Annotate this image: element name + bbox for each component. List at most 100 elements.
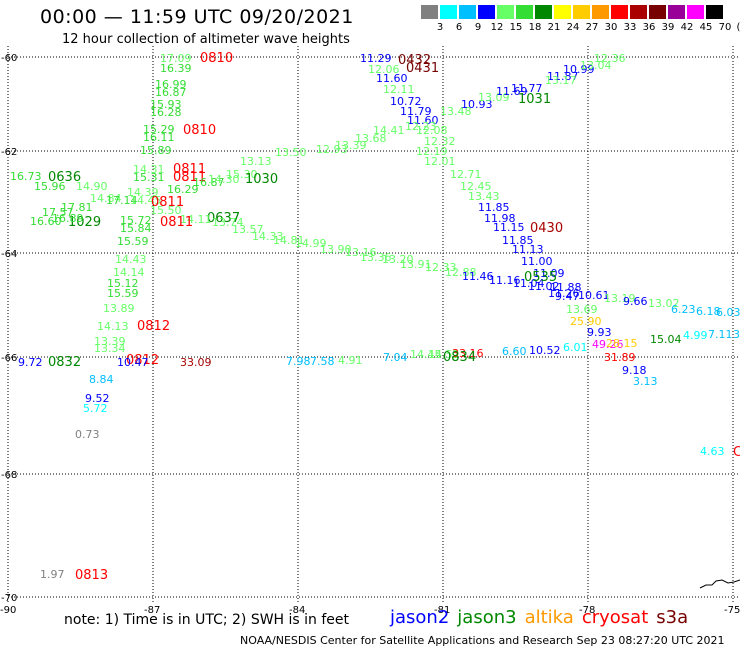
- swh-observation: 7.04: [383, 351, 408, 364]
- color-swatch: [535, 5, 552, 19]
- swh-observation: 12.11: [383, 83, 415, 96]
- swh-observation: 13.19: [604, 292, 636, 305]
- color-swatch: [649, 5, 666, 19]
- swh-observation: 13.91: [400, 258, 432, 271]
- swh-observation: 0430: [530, 221, 563, 236]
- swh-observation: 14.14: [113, 266, 145, 279]
- swh-observation: 16.60: [30, 215, 62, 228]
- color-scale-label: 15: [509, 22, 523, 33]
- swh-observation: 15.72: [120, 214, 152, 227]
- swh-observation: 9.18: [622, 364, 647, 377]
- swh-observation: 0.73: [75, 428, 100, 441]
- swh-observation: 16.29: [167, 183, 199, 196]
- color-swatch: [630, 5, 647, 19]
- swh-observation: 0811: [173, 162, 206, 177]
- swh-observation: 9.72: [18, 356, 43, 369]
- swh-observation: 11.79: [400, 105, 432, 118]
- swh-observation: 12.88: [445, 266, 477, 279]
- swh-observation: 14.52: [428, 348, 460, 361]
- swh-observation: 9.47: [555, 290, 580, 303]
- swh-observation: 14.31: [133, 163, 165, 176]
- swh-observation: 0811: [173, 170, 206, 185]
- swh-observation: 6.18: [696, 305, 721, 318]
- swh-observation: 11.98: [484, 212, 516, 225]
- swh-observation: 17.57: [42, 206, 74, 219]
- footnote: note: 1) Time is in UTC; 2) SWH is in fe…: [64, 612, 350, 628]
- swh-observation: 0810: [183, 123, 216, 138]
- swh-observation: 13.74: [212, 216, 244, 229]
- color-swatch: [611, 5, 628, 19]
- latitude-label: -66: [1, 353, 17, 364]
- swh-observation: 16.99: [155, 78, 187, 91]
- swh-observation: C: [733, 445, 740, 460]
- color-swatch: [478, 5, 495, 19]
- swh-observation: 16.87: [193, 176, 225, 189]
- color-swatch: [440, 5, 457, 19]
- color-scale-label: 70: [718, 22, 732, 33]
- swh-observation: 0810: [200, 51, 233, 66]
- swh-observation: 13.39: [335, 139, 367, 152]
- swh-observation: 13.48: [440, 105, 472, 118]
- swh-observation: 11.13: [512, 243, 544, 256]
- longitude-label: -78: [579, 605, 595, 616]
- swh-observation: 10.93: [461, 98, 493, 111]
- swh-observation: 0811: [151, 195, 184, 210]
- color-scale-label: 12: [490, 22, 504, 33]
- swh-observation: 10.52: [529, 344, 561, 357]
- color-scale-label: 33: [623, 22, 637, 33]
- color-swatch: [706, 5, 723, 19]
- longitude-label: -75: [724, 605, 740, 616]
- swh-observation: 15.31: [133, 171, 165, 184]
- swh-observation: 0813: [75, 568, 108, 583]
- swh-observation: 14.41: [373, 124, 405, 137]
- swh-observation: 11.46: [462, 270, 494, 283]
- color-swatch: [592, 5, 609, 19]
- observation-labels: 17.0916.39081016.9916.8715.9316.2815.291…: [10, 51, 740, 583]
- swh-observation: 12.32: [424, 135, 456, 148]
- swh-observation: 12.36: [594, 52, 626, 65]
- swh-observation: 11.15: [493, 221, 525, 234]
- longitude-label: -81: [434, 605, 450, 616]
- swh-observation: 15.12: [107, 277, 139, 290]
- color-swatch: [497, 5, 514, 19]
- swh-observation: 49.26: [592, 338, 624, 351]
- swh-observation: 28.15: [606, 337, 638, 350]
- swh-observation: 13.39: [94, 335, 126, 348]
- swh-observation: 13.16: [345, 246, 377, 259]
- swh-observation: 11.60: [407, 114, 439, 127]
- swh-observation: 15.93: [150, 98, 182, 111]
- swh-observation: 12.71: [450, 168, 482, 181]
- swh-observation: 11.69: [496, 85, 528, 98]
- swh-observation: 14.43: [115, 253, 147, 266]
- swh-observation: 11.02: [528, 280, 560, 293]
- swh-observation: 10.47: [117, 356, 149, 369]
- swh-observation: 13.02: [648, 297, 680, 310]
- swh-observation: 14.39: [127, 186, 159, 199]
- satellite-legend: jason2 jason3 altika cryosat s3a: [390, 607, 696, 628]
- swh-observation: 11.85: [502, 234, 534, 247]
- swh-observation: 15.30: [226, 168, 258, 181]
- color-swatch: [573, 5, 590, 19]
- swh-observation: 13.50: [275, 146, 307, 159]
- swh-observation: 14.13: [97, 320, 129, 333]
- swh-observation: 7.58: [310, 355, 335, 368]
- swh-observation: 12.33: [425, 261, 457, 274]
- swh-observation: 16.39: [160, 62, 192, 75]
- swh-observation: 15.59: [117, 235, 149, 248]
- swh-observation: 11.29: [360, 52, 392, 65]
- swh-observation: 11.04: [513, 277, 545, 290]
- swh-observation: 17.81: [61, 201, 93, 214]
- swh-observation: 14.45: [130, 194, 162, 207]
- swh-observation: 1031: [518, 92, 551, 107]
- swh-observation: 25.90: [570, 315, 602, 328]
- swh-observation: 14.30: [208, 173, 240, 186]
- color-scale-label: 6: [455, 22, 463, 33]
- swh-observation: 14.81: [273, 234, 305, 247]
- swh-observation: 0637: [207, 211, 240, 226]
- swh-observation: 15.89: [140, 144, 172, 157]
- color-swatch: [516, 5, 533, 19]
- swh-observation: 15.59: [107, 287, 139, 300]
- latitude-label: -70: [1, 593, 17, 604]
- swh-observation: 4.91: [338, 354, 363, 367]
